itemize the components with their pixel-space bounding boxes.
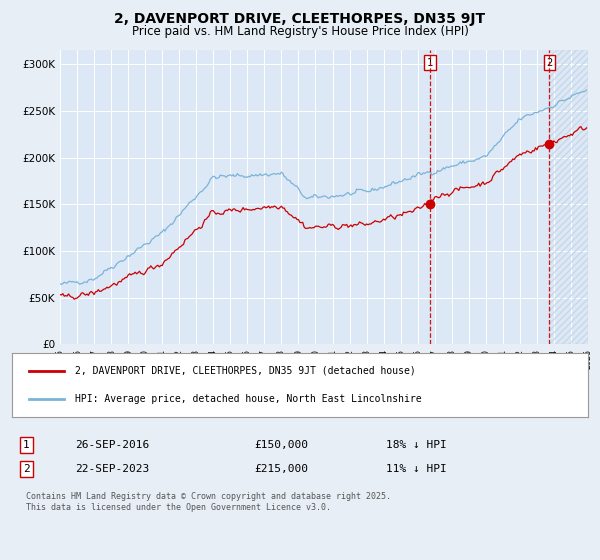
Text: 22-SEP-2023: 22-SEP-2023 — [76, 464, 149, 474]
Text: 2, DAVENPORT DRIVE, CLEETHORPES, DN35 9JT (detached house): 2, DAVENPORT DRIVE, CLEETHORPES, DN35 9J… — [76, 366, 416, 376]
Text: 1: 1 — [427, 58, 433, 68]
Text: Price paid vs. HM Land Registry's House Price Index (HPI): Price paid vs. HM Land Registry's House … — [131, 25, 469, 38]
Text: £215,000: £215,000 — [254, 464, 308, 474]
Text: 2, DAVENPORT DRIVE, CLEETHORPES, DN35 9JT: 2, DAVENPORT DRIVE, CLEETHORPES, DN35 9J… — [115, 12, 485, 26]
Text: Contains HM Land Registry data © Crown copyright and database right 2025.
This d: Contains HM Land Registry data © Crown c… — [26, 492, 391, 512]
Text: 2: 2 — [23, 464, 30, 474]
Text: 11% ↓ HPI: 11% ↓ HPI — [386, 464, 447, 474]
Text: 2: 2 — [546, 58, 553, 68]
Text: £150,000: £150,000 — [254, 440, 308, 450]
Text: 18% ↓ HPI: 18% ↓ HPI — [386, 440, 447, 450]
Text: HPI: Average price, detached house, North East Lincolnshire: HPI: Average price, detached house, Nort… — [76, 394, 422, 404]
Text: 26-SEP-2016: 26-SEP-2016 — [76, 440, 149, 450]
Text: 1: 1 — [23, 440, 30, 450]
